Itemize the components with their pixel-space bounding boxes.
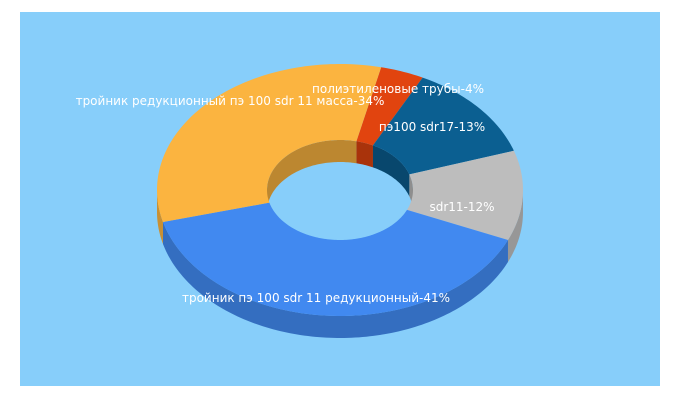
label-value: 4% [465,82,484,96]
slice [407,150,523,241]
slice-inner-side [372,145,410,197]
slice [157,64,382,222]
data-label: тройник редукционный пэ 100 sdr 11 масса… [76,94,385,108]
label-value: 12% [468,200,495,214]
slice-side [507,190,523,263]
label-separator: - [464,200,468,214]
data-label: полиэтиленовые трубы-4% [312,82,484,96]
label-separator: - [454,120,458,134]
slice-side [162,221,508,338]
tops [157,64,523,316]
label-value: 41% [423,291,450,305]
slice [356,67,423,146]
label-separator: - [461,82,465,96]
label-name: тройник редукционный пэ 100 sdr 11 масса [76,94,354,108]
label-name: пэ100 sdr17 [379,120,454,134]
label-value: 13% [458,120,485,134]
data-label: sdr11-12% [429,200,494,214]
label-name: полиэтиленовые трубы [312,82,461,96]
slice-inner-side [356,141,373,168]
sides [157,140,523,338]
label-name: тройник пэ 100 sdr 11 редукционный [182,291,419,305]
slice-inner-side [267,140,357,212]
label-separator: - [353,94,357,108]
labels: тройник пэ 100 sdr 11 редукционный-41%тр… [76,82,495,305]
slice [162,202,508,316]
data-label: тройник пэ 100 sdr 11 редукционный-41% [182,291,450,305]
slice-side [157,190,163,244]
label-name: sdr11 [429,200,463,214]
data-label: пэ100 sdr17-13% [379,120,485,134]
slice [372,77,514,175]
label-value: 34% [358,94,385,108]
label-separator: - [419,291,423,305]
